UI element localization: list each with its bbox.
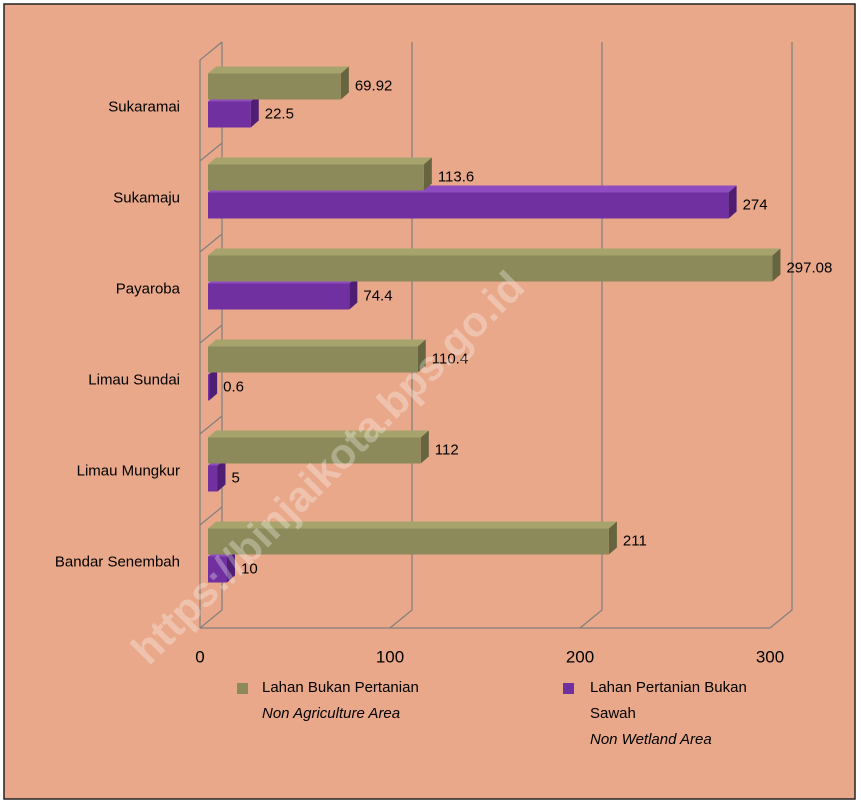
bar — [208, 185, 737, 219]
bar-front — [208, 283, 350, 310]
legend-swatch — [563, 683, 574, 694]
data-label: 22.5 — [265, 105, 294, 122]
x-tick-label: 0 — [195, 647, 204, 666]
bar — [208, 430, 429, 464]
data-label: 10 — [241, 560, 258, 577]
bar-top — [208, 521, 617, 529]
bar-top — [208, 339, 426, 347]
legend-entry: Lahan Bukan Pertanian Non Agriculture Ar… — [262, 675, 502, 727]
legend-label-en: Non Wetland Area — [590, 731, 712, 748]
bar-side — [349, 276, 358, 310]
data-label: 69.92 — [355, 77, 393, 94]
bar-top — [208, 157, 432, 165]
grid-line — [389, 42, 413, 629]
x-tick-label: 200 — [566, 647, 594, 666]
bar-front — [208, 465, 218, 492]
bar-front — [208, 101, 251, 128]
bar-top — [208, 248, 781, 256]
bar-front — [208, 73, 341, 100]
bar — [208, 521, 617, 555]
bar-side — [423, 157, 432, 191]
category-tick — [199, 324, 223, 344]
bar-top — [208, 430, 429, 438]
bar-front — [208, 556, 227, 583]
bar-front — [208, 374, 210, 401]
bar — [208, 66, 349, 100]
bar-front — [208, 255, 773, 282]
data-label: 5 — [232, 469, 240, 486]
bar-side — [608, 521, 617, 555]
bar-top — [208, 66, 349, 74]
bar — [208, 339, 426, 373]
data-label: 0.6 — [223, 378, 244, 395]
chart-background — [3, 3, 856, 800]
data-label: 110.4 — [432, 350, 468, 367]
x-tick-label: 100 — [376, 647, 404, 666]
y-tick-label: Sukaramai — [108, 98, 180, 115]
bar-front — [208, 192, 729, 219]
bar-front — [208, 437, 421, 464]
grid-line — [579, 42, 603, 629]
data-label: 274 — [743, 196, 768, 213]
data-label: 297.08 — [786, 259, 832, 276]
data-label: 211 — [623, 532, 647, 549]
y-tick-label: Bandar Senembah — [55, 553, 180, 570]
legend-swatch — [237, 683, 248, 694]
grid-line — [769, 42, 793, 629]
bar-side — [420, 430, 429, 464]
bar — [208, 248, 781, 282]
bar-side — [772, 248, 781, 282]
legend-label: Lahan Bukan Pertanian — [262, 679, 419, 696]
bar-side — [250, 94, 259, 128]
bar-side — [417, 339, 426, 373]
bar-side — [728, 185, 737, 219]
grid-line — [199, 42, 223, 629]
category-tick — [199, 233, 223, 253]
category-tick — [199, 142, 223, 162]
category-tick — [199, 506, 223, 526]
bar-side — [340, 66, 349, 100]
bar-side — [227, 549, 235, 583]
legend-label: Lahan Pertanian Bukan Sawah — [590, 679, 747, 722]
bar-front — [208, 164, 424, 191]
bar-side — [217, 458, 226, 492]
left-wall — [199, 41, 223, 628]
y-tick-label: Payaroba — [116, 280, 181, 297]
data-label: 74.4 — [363, 287, 392, 304]
data-label: 113.6 — [438, 168, 474, 185]
y-tick-label: Sukamaju — [113, 189, 180, 206]
x-tick-label: 300 — [756, 647, 784, 666]
bar-front — [208, 528, 609, 555]
y-tick-label: Limau Mungkur — [77, 462, 180, 479]
y-tick-label: Limau Sundai — [88, 371, 180, 388]
data-label: 112 — [435, 441, 459, 458]
category-tick — [199, 415, 223, 435]
bar-side — [209, 367, 218, 401]
bar-front — [208, 346, 418, 373]
legend-label-en: Non Agriculture Area — [262, 705, 401, 722]
legend-entry: Lahan Pertanian Bukan Sawah Non Wetland … — [590, 675, 770, 753]
bar — [208, 157, 432, 191]
